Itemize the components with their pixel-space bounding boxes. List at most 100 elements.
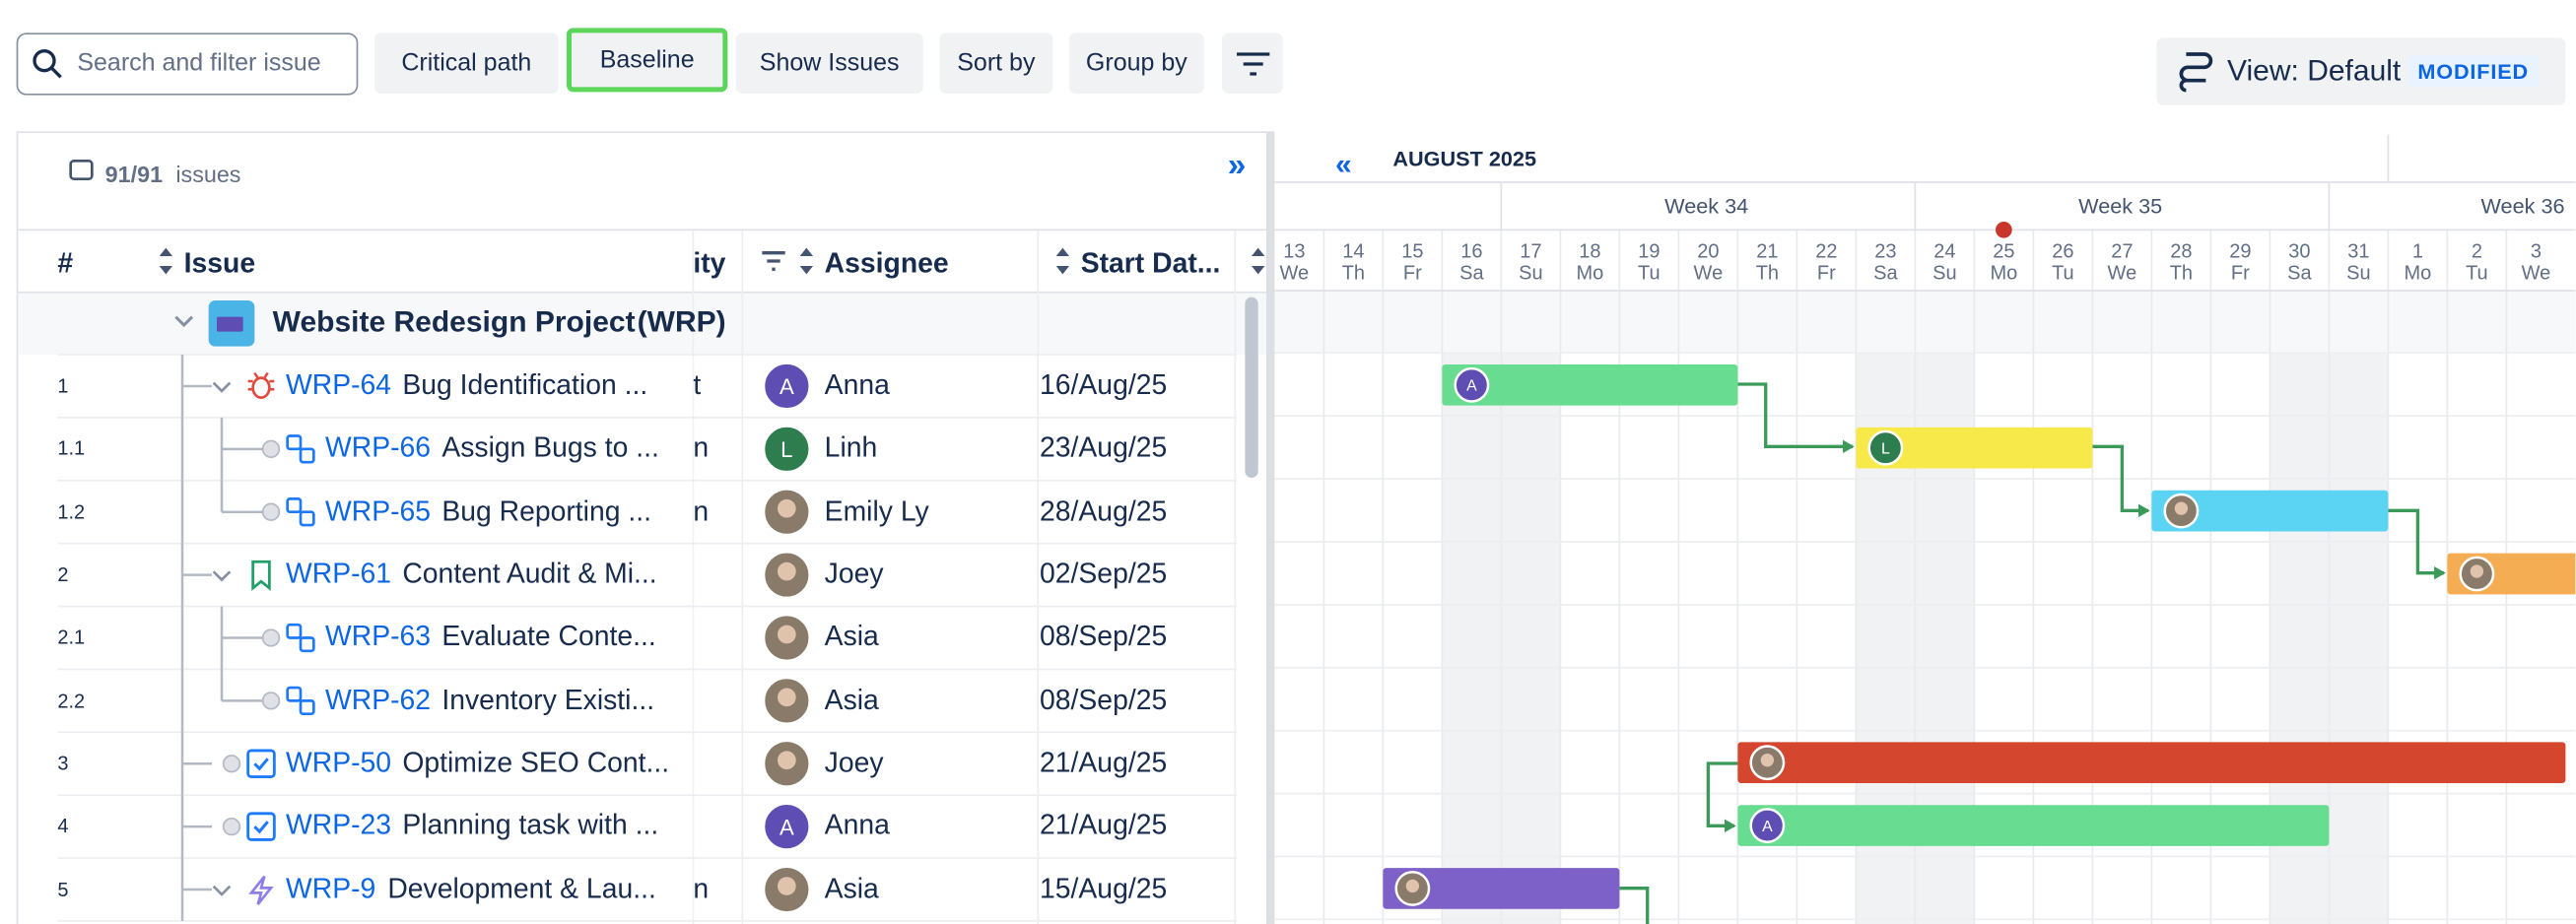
issue-title: Evaluate Conte... — [441, 621, 656, 653]
issue-key[interactable]: WRP-61 — [286, 558, 392, 590]
assignee: Asia — [824, 621, 879, 653]
sort-button[interactable]: Sort by — [939, 33, 1053, 95]
issue-key[interactable]: WRP-50 — [286, 747, 392, 778]
filter-button[interactable] — [1222, 33, 1283, 95]
group-button[interactable]: Group by — [1069, 33, 1204, 95]
weekday: Tu — [2466, 262, 2488, 284]
row-number: 2.1 — [57, 626, 86, 649]
weekday: Sa — [1873, 262, 1898, 284]
weekend-shade — [1501, 353, 1561, 924]
day-number: 18 — [1579, 241, 1600, 263]
weekday: Th — [1756, 262, 1779, 284]
sort-icon — [159, 247, 173, 275]
week-label: Week 34 — [1664, 194, 1748, 219]
row-chevron — [212, 885, 232, 896]
row-number: 4 — [57, 815, 69, 838]
issue-key[interactable]: WRP-66 — [325, 431, 432, 464]
weekday: We — [1694, 262, 1724, 284]
tree-node — [261, 692, 281, 710]
gantt-bar — [2151, 490, 2389, 532]
week-label: Week 36 — [2481, 194, 2565, 219]
row-number: 3 — [57, 752, 69, 775]
clipped-cell: t — [693, 369, 702, 401]
search-box[interactable]: Search and filter issue — [16, 33, 359, 96]
filter-icon — [1236, 52, 1269, 76]
dependency-arrow — [1619, 887, 1650, 924]
weekday: Fr — [1403, 262, 1422, 284]
clip-cover — [676, 419, 694, 480]
col-clipped: ity — [693, 247, 726, 280]
assignee: Joey — [824, 558, 884, 590]
weekday: We — [2108, 262, 2137, 284]
issue-title: Planning task with ... — [402, 810, 659, 841]
weekday: Tu — [1638, 262, 1661, 284]
start-date: 23/Aug/25 — [1040, 431, 1168, 464]
avatar-face — [778, 877, 796, 895]
avatar-face — [778, 561, 796, 581]
row-number: 2.2 — [57, 689, 86, 712]
weekday: Su — [2346, 262, 2370, 284]
view-button[interactable]: View: Default MODIFIED — [2156, 37, 2566, 105]
avatar-face — [778, 751, 796, 770]
tree-node — [261, 628, 281, 647]
clip-cover — [676, 796, 694, 857]
clip-cover — [676, 859, 694, 920]
arrow-head — [1843, 439, 1855, 454]
icon-subtask — [286, 497, 303, 514]
start-date: 21/Aug/25 — [1040, 810, 1168, 841]
clip-cover — [676, 482, 694, 542]
dependency-arrow — [2388, 508, 2445, 575]
assignee: Asia — [824, 684, 879, 716]
row-chevron — [212, 570, 232, 582]
icon-subtask — [286, 686, 303, 702]
icon-subtask — [286, 623, 303, 639]
show-issues-button[interactable]: Show Issues — [735, 33, 923, 95]
day-number: 27 — [2111, 241, 2133, 263]
day-number: 26 — [2052, 241, 2073, 263]
tree-node — [222, 755, 241, 773]
icon-story — [251, 560, 271, 591]
assignee-avatar — [762, 551, 811, 600]
tree-node — [261, 502, 281, 521]
row-chevron — [212, 381, 232, 393]
month-label: AUGUST 2025 — [1392, 146, 1536, 170]
issue-key[interactable]: WRP-64 — [286, 369, 392, 401]
weekday: Th — [1342, 262, 1365, 284]
icon-bug — [251, 376, 271, 399]
assignee: Anna — [824, 369, 890, 401]
icon-subtask — [286, 434, 303, 451]
critical-path-button[interactable]: Critical path — [374, 33, 559, 95]
clip-cover — [676, 608, 694, 668]
dependency-arrow — [1737, 382, 1854, 449]
start-date: 15/Aug/25 — [1040, 873, 1168, 904]
group-key: (WRP) — [637, 305, 726, 339]
search-icon — [33, 49, 62, 79]
weekday: Fr — [2231, 262, 2250, 284]
group-chevron — [174, 315, 194, 328]
avatar-letter: A — [780, 815, 794, 839]
issue-key[interactable]: WRP-65 — [325, 495, 432, 527]
assignee-avatar: A — [762, 802, 811, 851]
expand-panel: » — [1228, 147, 1247, 183]
assignee-avatar — [762, 488, 811, 537]
avatar-letter: A — [1466, 378, 1477, 395]
view-badge: MODIFIED — [2407, 55, 2539, 88]
weekday: Mo — [1990, 262, 2017, 284]
filter-icon — [762, 251, 785, 272]
scroll-back: « — [1335, 149, 1352, 181]
clip-cover — [676, 733, 694, 794]
avatar — [762, 425, 811, 474]
row-number: 2 — [57, 562, 69, 586]
start-date: 02/Sep/25 — [1040, 558, 1168, 590]
issue-key[interactable]: WRP-23 — [286, 810, 392, 841]
issue-key[interactable]: WRP-63 — [325, 621, 432, 653]
row-number: 1 — [57, 374, 69, 398]
arrow-head — [2434, 566, 2446, 580]
start-date: 08/Sep/25 — [1040, 684, 1168, 716]
issue-key[interactable]: WRP-9 — [286, 873, 376, 904]
icon-subtask — [299, 510, 315, 527]
row-number: 1.1 — [57, 436, 86, 461]
baseline-button[interactable]: Baseline — [567, 28, 728, 93]
issue-key[interactable]: WRP-62 — [325, 684, 432, 716]
